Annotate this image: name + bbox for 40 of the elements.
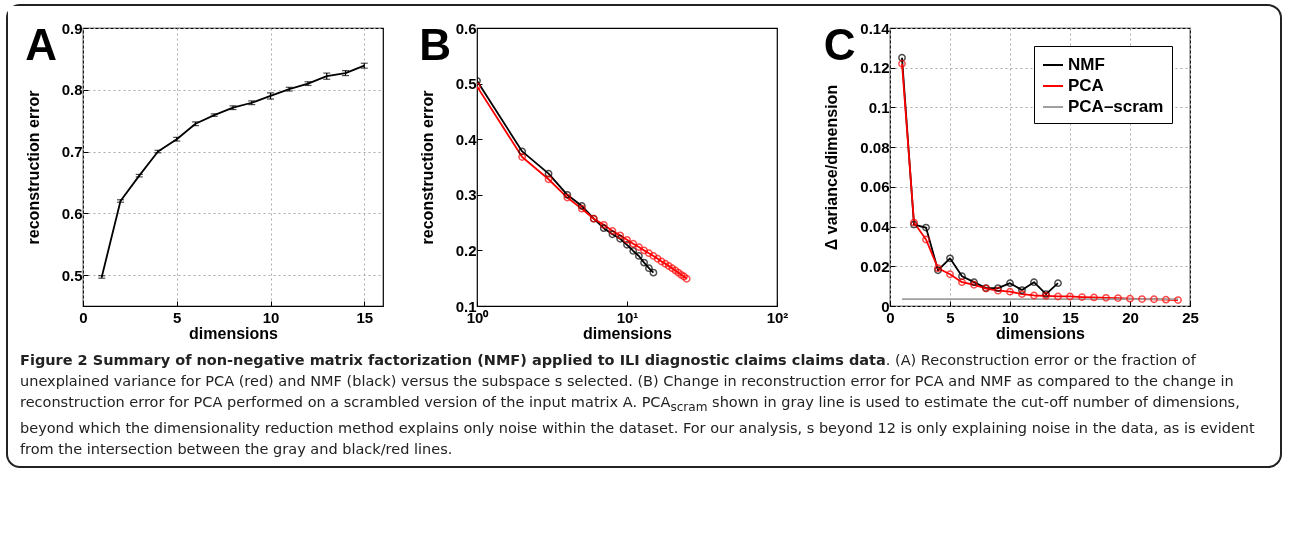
x-tick-label: 25 bbox=[1182, 308, 1199, 326]
y-tick-label: 0.3 bbox=[455, 186, 477, 204]
y-tick-label: 0.4 bbox=[455, 130, 478, 148]
y-tick-label: 0.7 bbox=[61, 143, 83, 161]
x-tick-label: 20 bbox=[1122, 308, 1139, 326]
y-tick-label: 0.12 bbox=[860, 59, 890, 77]
x-tick-label: 15 bbox=[356, 308, 374, 326]
caption: Figure 2 Summary of non-negative matrix factorization (NMF) applied to ILI diagnostic claims claims data bbox=[20, 352, 886, 368]
legend-label: PCA bbox=[1068, 76, 1104, 95]
x-tick-label: 10 bbox=[262, 308, 280, 326]
x-axis-title: dimensions bbox=[189, 324, 279, 342]
y-axis-title: Δ variance/dimension bbox=[823, 84, 841, 251]
x-tick-label: 10 bbox=[1002, 308, 1019, 326]
chart-title: B bbox=[419, 20, 451, 69]
y-tick-label: 0.6 bbox=[455, 19, 477, 37]
y-tick-label: 0.5 bbox=[455, 75, 477, 93]
y-tick-label: 0.06 bbox=[860, 178, 890, 196]
legend-label: NMF bbox=[1068, 55, 1105, 74]
x-tick-label: 10² bbox=[766, 308, 789, 326]
y-tick-label: 0.8 bbox=[61, 81, 83, 99]
y-tick-label: 0.08 bbox=[860, 138, 890, 156]
chart-title: C bbox=[823, 20, 856, 69]
x-axis-title: dimensions bbox=[583, 324, 673, 342]
y-axis-title: reconstruction error bbox=[418, 90, 436, 245]
y-tick-label: 0.6 bbox=[61, 204, 83, 222]
x-axis-title: dimensions bbox=[996, 324, 1086, 342]
legend-label: PCA–scram bbox=[1068, 97, 1164, 116]
y-tick-label: 0.1 bbox=[868, 98, 890, 116]
x-tick-label: 15 bbox=[1062, 308, 1079, 326]
x-tick-label: 10¹ bbox=[616, 308, 639, 326]
x-tick-label: 5 bbox=[946, 308, 955, 326]
chart-title: A bbox=[25, 20, 57, 69]
y-tick-label: 0.02 bbox=[860, 257, 890, 275]
y-tick-label: 0.9 bbox=[61, 19, 83, 37]
x-tick-label: 5 bbox=[173, 308, 182, 326]
y-axis-title: reconstruction error bbox=[24, 90, 42, 245]
y-tick-label: 0.5 bbox=[61, 266, 83, 284]
y-tick-label: 0.14 bbox=[860, 19, 891, 37]
y-tick-label: 0.04 bbox=[860, 218, 891, 236]
y-tick-label: 0.2 bbox=[455, 241, 477, 259]
